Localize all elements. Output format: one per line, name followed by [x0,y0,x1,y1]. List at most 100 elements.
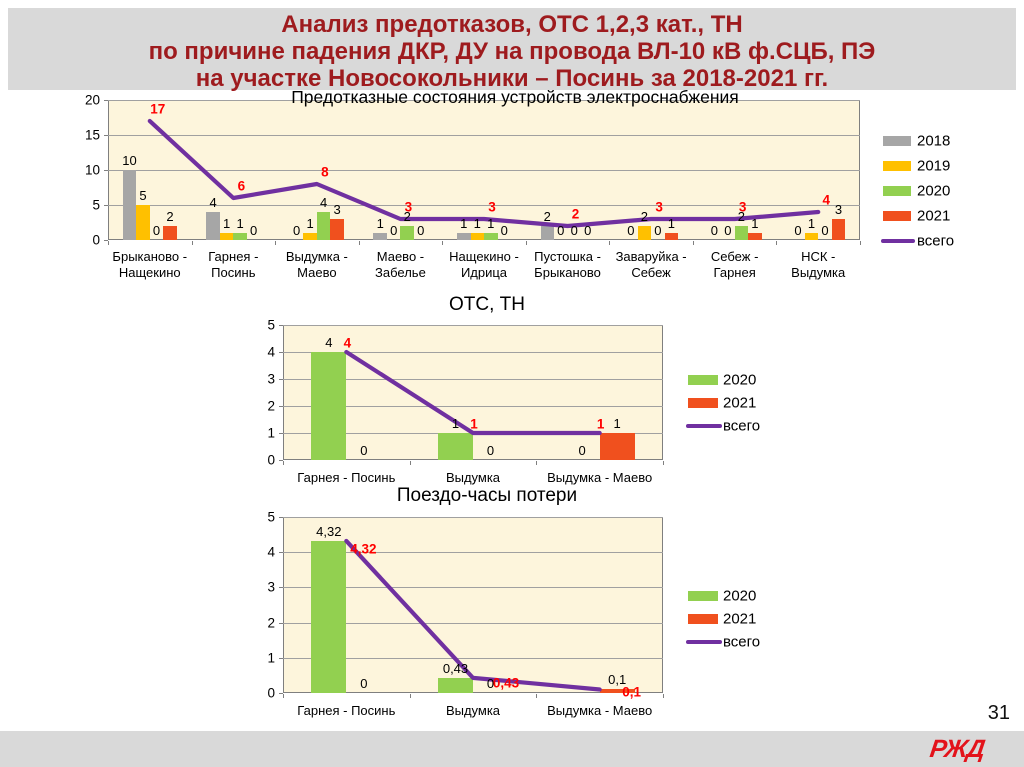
x-axis-tick-mark [536,694,538,698]
value-label: 1 [751,216,759,231]
bar-2021 [599,689,635,693]
bar-2020 [484,233,498,240]
gridline [283,587,663,589]
total-label: 3 [404,199,413,215]
value-label: 1 [236,216,244,231]
value-label: 0 [724,223,732,238]
bar-2021 [831,219,846,240]
value-label: 0 [360,443,368,458]
total-label: 1 [470,416,478,432]
x-axis-tick-mark [275,241,277,245]
x-axis-tick-mark [663,694,664,698]
y-axis-tick-mark [279,552,283,554]
value-label: 0 [794,223,802,238]
bar-2021 [664,233,679,240]
total-line-path [344,538,602,692]
value-label: 0 [417,223,425,238]
total-label: 4,32 [350,541,377,557]
legend-label-всего: всего [917,232,955,250]
total-label: 8 [321,164,329,180]
bar-2021 [163,226,177,240]
category-label: Выдумка - Маево [547,703,653,718]
value-label: 0 [821,223,829,238]
gridline [283,622,663,624]
total-label: 1 [596,416,605,432]
bar-2020 [233,233,247,240]
slide-title-line-1: Анализ предотказов, ОТС 1,2,3 кат., ТН [281,11,743,38]
bar-2018 [373,233,387,240]
legend-label-2021: 2021 [723,394,757,412]
bar-2018 [122,170,137,240]
gridline [283,657,663,659]
x-axis-tick-mark [663,461,664,465]
legend-label-2021: 2021 [723,610,757,628]
y-axis-tick-mark [279,693,283,694]
x-axis-tick-mark [283,694,284,698]
total-line-path [344,349,602,436]
y-axis-tick-mark [279,325,283,326]
bar-2019 [136,205,150,240]
y-axis-tick-label: 20 [84,92,100,108]
x-axis-tick-mark [860,241,861,245]
value-label: 4 [325,335,333,350]
value-label: 0 [486,676,495,691]
value-label: 2 [737,209,746,224]
bar-2020 [311,540,347,693]
gridline [283,433,663,434]
gridline [283,352,663,353]
y-axis-tick-mark [279,657,283,659]
value-label: 2 [403,209,411,224]
legend-swatch-2020 [883,186,911,196]
value-label: 1 [460,216,468,231]
value-label: 0,43 [442,660,469,676]
x-axis-tick-mark [409,461,411,465]
gridline [283,517,663,518]
slide-title-line-2: по причине падения ДКР, ДУ на провода ВЛ… [148,38,876,65]
bar-2020 [311,352,347,460]
legend-swatch-2019 [883,161,911,171]
value-label: 0 [557,223,565,238]
y-axis-tick-mark [104,170,108,171]
title-band: Анализ предотказов, ОТС 1,2,3 кат., ТН п… [8,8,1016,92]
value-label: 1 [473,216,481,231]
y-axis-tick-mark [104,100,108,101]
category-label: Пустошка - Брыканово [534,249,601,280]
bar-2018 [540,226,555,240]
y-axis-tick-mark [104,205,108,206]
category-label: Выдумка [445,470,501,485]
value-label: 0 [249,223,258,238]
total-label: 3 [738,199,747,215]
legend-label-2020: 2020 [917,182,951,200]
value-label: 1 [451,416,460,431]
y-axis-tick-label: 0 [92,232,100,248]
legend-label-2018: 2018 [917,132,951,150]
total-label: 6 [237,178,246,194]
y-axis-tick-label: 2 [267,398,275,414]
x-axis-tick-mark [108,241,109,245]
y-axis-tick-label: 3 [267,371,275,387]
x-axis-tick-mark [525,241,527,245]
y-axis-tick-mark [279,460,283,461]
legend-swatch-2020 [688,591,718,601]
value-label: 0 [486,443,495,458]
y-axis-tick-mark [104,135,108,136]
gridline [283,552,663,554]
value-label: 4,32 [316,523,342,539]
value-label: 0 [570,223,578,238]
y-axis-tick-mark [279,622,283,624]
bar-2020 [438,433,473,460]
legend-swatch-2018 [883,136,911,146]
value-label: 10 [122,153,137,168]
value-label: 0 [293,223,301,238]
category-label: Брыканово - Нащекино [112,249,188,280]
value-label: 0 [390,223,398,238]
rzd-logo: РЖД [928,735,987,763]
value-label: 1 [306,216,314,231]
value-label: 0 [654,223,662,238]
value-label: 4 [209,195,217,210]
value-label: 2 [640,209,648,224]
value-label: 1 [222,216,231,231]
